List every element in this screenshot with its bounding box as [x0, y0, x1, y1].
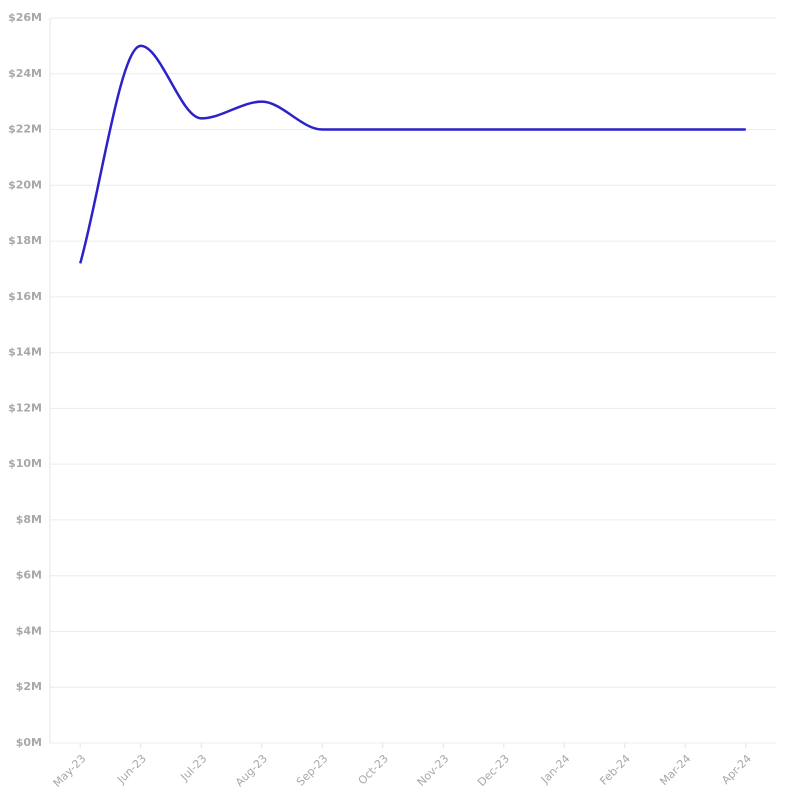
y-tick-label: $4M: [16, 624, 42, 637]
y-tick-label: $26M: [8, 11, 42, 24]
y-tick-label: $24M: [8, 67, 42, 80]
x-tick-label: May-23: [51, 752, 89, 790]
y-tick-label: $14M: [8, 346, 42, 359]
y-tick-label: $16M: [8, 290, 42, 303]
y-tick-label: $0M: [16, 736, 42, 749]
y-tick-label: $2M: [16, 680, 42, 693]
y-tick-label: $22M: [8, 123, 42, 136]
y-tick-label: $8M: [16, 513, 42, 526]
y-tick-label: $6M: [16, 569, 42, 582]
y-tick-label: $20M: [8, 178, 42, 191]
x-tick-label: Jul-23: [177, 752, 209, 784]
x-tick-label: Jun-23: [114, 752, 149, 787]
x-tick-label: Feb-24: [597, 752, 633, 788]
y-tick-label: $12M: [8, 401, 42, 414]
x-tick-label: Jan-24: [538, 752, 573, 787]
y-tick-label: $10M: [8, 457, 42, 470]
x-tick-label: Dec-23: [475, 752, 512, 789]
x-tick-label: Mar-24: [657, 752, 693, 788]
x-tick-label: Sep-23: [294, 752, 331, 789]
x-tick-label: Apr-24: [719, 752, 754, 787]
x-tick-label: Aug-23: [233, 752, 270, 789]
y-tick-label: $18M: [8, 234, 42, 247]
line: [79, 44, 746, 264]
x-tick-label: Oct-23: [356, 752, 391, 787]
x-tick-label: Nov-23: [415, 752, 452, 789]
